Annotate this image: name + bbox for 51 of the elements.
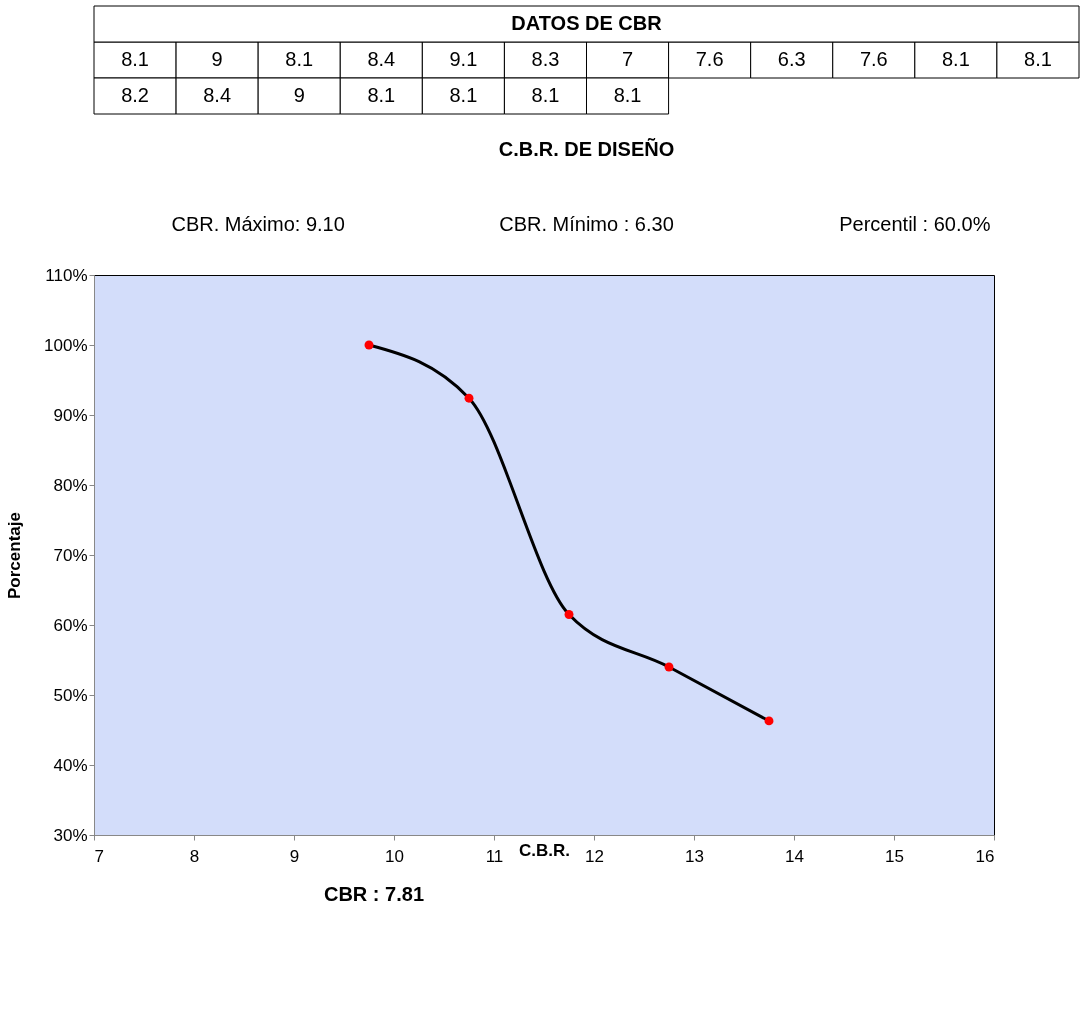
x-tick-label: 16	[975, 846, 995, 866]
point	[364, 340, 374, 350]
x-tick-label: 13	[685, 846, 704, 866]
text: 8.1	[1024, 48, 1052, 70]
x-tick-label: 11	[485, 846, 504, 866]
x-tick-label: 15	[885, 846, 904, 866]
x-tick-label: 10	[385, 846, 404, 866]
text: 9	[211, 48, 223, 70]
x-tick-label: 9	[289, 846, 300, 866]
y-tick-label: 40%	[53, 755, 88, 775]
point	[464, 393, 474, 403]
y-tick-label: 70%	[53, 545, 88, 565]
text: 8.1	[285, 48, 314, 70]
text: 8.4	[203, 84, 232, 106]
text: 8.2	[121, 84, 149, 106]
x-tick-label: 7	[94, 846, 104, 866]
chart-title: C.B.R. DE DISEÑO	[498, 138, 675, 160]
y-tick-label: 80%	[53, 475, 88, 495]
text: CBR. Máximo: 9.10	[171, 213, 345, 235]
y-tick-label: 100%	[44, 335, 88, 355]
text: 7.6	[695, 48, 724, 70]
point	[564, 610, 574, 619]
text: Percentil : 60.0%	[839, 213, 991, 235]
y-tick-label: 90%	[53, 405, 88, 425]
point	[764, 716, 774, 726]
text: 8.1	[531, 84, 560, 106]
x-tick-label: 14	[785, 846, 804, 866]
y-tick-label: 30%	[53, 825, 88, 845]
text: CBR : 7.81	[323, 883, 425, 905]
y-tick-label: 60%	[53, 615, 88, 635]
text: 8.1	[613, 84, 642, 106]
text: 9.1	[449, 48, 478, 70]
text: 8.1	[449, 84, 478, 106]
text: 6.3	[777, 48, 806, 70]
y-tick-label: 110%	[45, 265, 88, 285]
text: CBR. Mínimo : 6.30	[499, 213, 674, 235]
y-tick-label: 50%	[53, 685, 88, 705]
x-tick-label: 8	[189, 846, 200, 866]
x-tick-label: 12	[585, 846, 604, 866]
text: 8.1	[367, 84, 396, 106]
text: 8.1	[941, 48, 970, 70]
text: 9	[293, 84, 305, 106]
text: 8.4	[367, 48, 396, 70]
text: DATOS DE CBR	[511, 12, 663, 34]
x-axis-title: C.B.R.	[519, 840, 570, 860]
y-axis-title: Porcentaje	[5, 512, 25, 599]
text: 7.6	[859, 48, 888, 70]
text: 8.1	[121, 48, 149, 70]
point	[664, 662, 674, 672]
text: 8.3	[531, 48, 560, 70]
text: 7	[621, 48, 634, 70]
